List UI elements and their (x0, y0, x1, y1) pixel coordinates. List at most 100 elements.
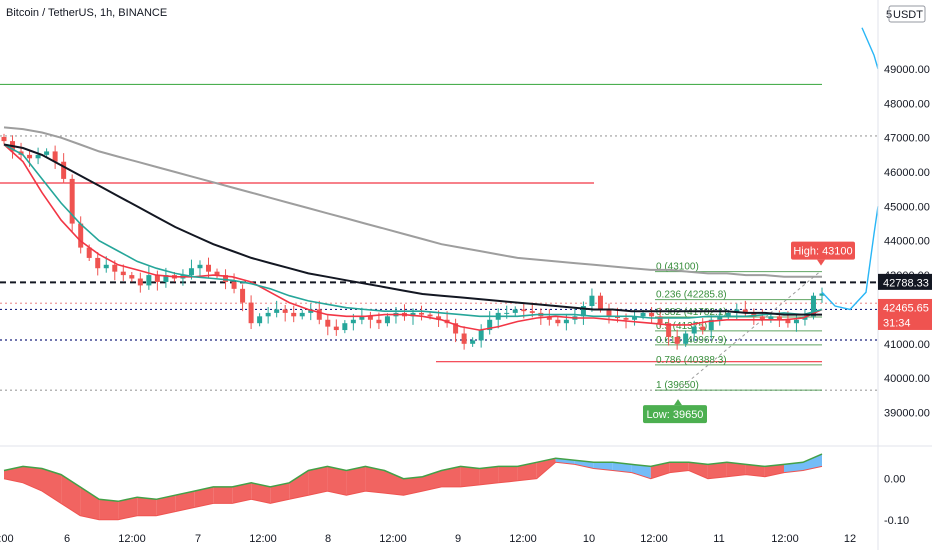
candle-body (163, 275, 169, 282)
osc-band (289, 470, 309, 500)
ma-line-sma-long (3, 126, 822, 278)
osc-band (688, 462, 708, 479)
time-tick-label: 10 (583, 533, 595, 545)
osc-band (726, 462, 746, 477)
time-tick-label: 12:00 (379, 533, 407, 545)
candle-body (282, 309, 288, 313)
candle-body (419, 312, 425, 315)
low-label-bg (643, 405, 707, 424)
price-tick-label: 45000.00 (884, 201, 930, 213)
candle-body (146, 275, 152, 286)
osc-band (707, 462, 727, 479)
osc-band (517, 462, 537, 481)
annotation-pointer (674, 399, 682, 406)
low-label: Low: 39650 (647, 409, 704, 421)
time-tick-label: 9 (455, 533, 461, 545)
fib-label: 0.618 (40967.9) (656, 335, 727, 346)
price-tick-label: 49000.00 (884, 64, 930, 76)
osc-band (4, 466, 23, 483)
osc-band (308, 466, 328, 496)
candle-body (751, 312, 757, 317)
chart-title: Bitcoin / TetherUS, 1h, BINANCE (6, 7, 168, 19)
price-tick-label: 47000.00 (884, 133, 930, 145)
osc-band (251, 482, 271, 504)
candle-body (137, 278, 143, 286)
candle-body (206, 264, 211, 272)
candle-body (683, 333, 689, 344)
price-tag-label: 42465.65 (883, 302, 929, 314)
fib-trend-line (677, 271, 821, 391)
ma-line-ema-fast (3, 143, 823, 331)
price-tick-label: 39000.00 (884, 408, 930, 420)
candle-body (487, 319, 493, 331)
moving-averages (3, 27, 879, 331)
candle-body (521, 309, 527, 312)
candle-body (350, 319, 356, 324)
time-tick-label: 12 (844, 533, 856, 545)
time-axis[interactable]: :00 6 12:00 7 12:00 8 12:00 9 12:00 10 12:00 11 12:0… (0, 533, 856, 545)
candle-body (248, 302, 254, 324)
candle-body (623, 318, 629, 320)
candle-body (197, 264, 203, 269)
price-tag-bg (878, 298, 932, 315)
candle-body (436, 316, 442, 320)
candle-body (61, 161, 67, 179)
candle-body (563, 319, 569, 324)
osc-band (612, 462, 632, 473)
time-tick-label: 12:00 (771, 533, 799, 545)
osc-band (365, 466, 385, 494)
osc-band (327, 466, 347, 496)
candle-body (470, 340, 476, 344)
candle-body (478, 330, 484, 341)
candle-body (86, 247, 92, 258)
price-tag-label: 42788.33 (883, 277, 929, 289)
osc-band (175, 491, 195, 512)
candle-body (717, 316, 723, 320)
time-tick-label: 12:00 (640, 533, 668, 545)
candle-body (342, 323, 348, 331)
price-tick-label: 40000.00 (884, 373, 930, 385)
candle-body (666, 323, 672, 337)
osc-band (118, 497, 138, 520)
price-axis[interactable]: 39000.0040000.0041000.0042000.0043000.00… (877, 0, 930, 550)
candle-body (52, 151, 58, 162)
candle-body (819, 293, 825, 296)
price-tick-label: 44000.00 (884, 236, 930, 248)
candle-body (700, 326, 706, 331)
osc-band (403, 476, 423, 496)
osc-band (784, 462, 803, 473)
price-tick-label: 41000.00 (884, 339, 930, 351)
candle-body (453, 323, 459, 334)
osc-band (479, 466, 499, 485)
candle-body (154, 275, 160, 282)
candle-body (793, 319, 799, 324)
candle-body (325, 319, 331, 327)
osc-upper-line (3, 453, 823, 503)
candle-body (223, 275, 229, 282)
candle-body (674, 336, 680, 344)
candle-body (640, 312, 646, 317)
time-tick-label: 8 (325, 533, 331, 545)
time-tick-label: 12:00 (249, 533, 277, 545)
osc-band (498, 466, 518, 483)
osc-band (137, 497, 157, 516)
osc-band (42, 468, 62, 504)
fib-label: 0.236 (42285.8) (656, 290, 727, 301)
candle-body (504, 312, 510, 314)
candle-body (802, 316, 808, 320)
candle-body (103, 264, 109, 269)
osc-band (156, 495, 176, 516)
osc-band (745, 464, 765, 477)
osc-band (803, 454, 822, 471)
candle-body (120, 271, 126, 276)
fib-label: 1 (39650) (656, 380, 699, 391)
candle-body (69, 178, 75, 224)
candle-body (742, 309, 748, 313)
osc-band (669, 462, 689, 473)
price-tag-label: 31:34 (883, 317, 911, 329)
osc-band (631, 464, 651, 479)
candle-body (810, 295, 816, 317)
candle-body (240, 288, 246, 303)
candle-body (691, 326, 697, 334)
